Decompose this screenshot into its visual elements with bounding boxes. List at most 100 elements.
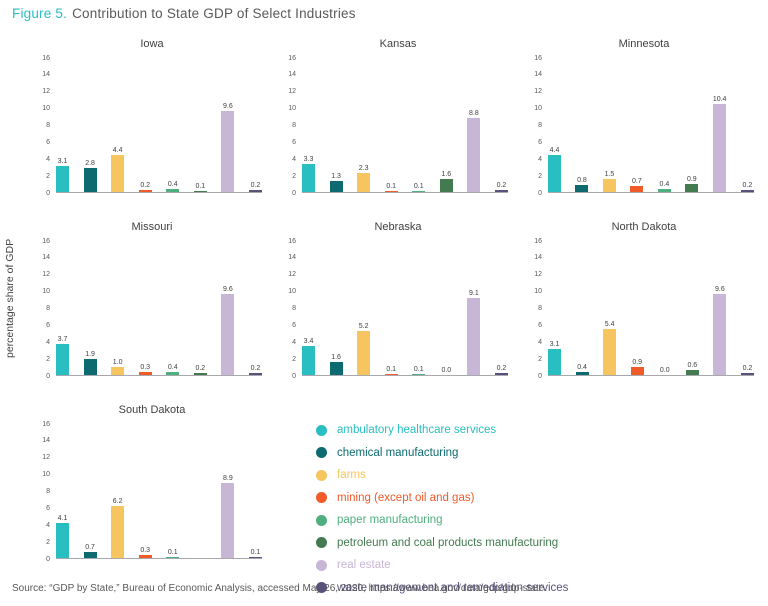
bar-kansas-real-estate <box>467 117 481 192</box>
y-tick-label: 6 <box>292 138 296 146</box>
bar-iowa-farms <box>111 154 125 192</box>
legend-color-dot <box>316 447 327 458</box>
bar-south-dakota-mining-except-oil-and-gas <box>138 555 152 558</box>
y-tick-label: 2 <box>538 355 542 363</box>
bar-missouri-farms <box>111 366 125 375</box>
bar-group-mining-except-oil-and-gas: 0.1 <box>384 241 398 375</box>
bar-value-label: 4.1 <box>57 515 68 523</box>
y-tick-label: 16 <box>42 237 50 245</box>
bar-kansas-petroleum-and-coal-products-manufacturing <box>439 178 453 192</box>
bar-group-chemical-manufacturing: 1.3 <box>329 58 343 192</box>
legend-label: real estate <box>337 559 391 571</box>
bar-group-mining-except-oil-and-gas: 0.7 <box>630 58 644 192</box>
bar-group-chemical-manufacturing: 0.8 <box>575 58 589 192</box>
bar-kansas-farms <box>357 172 371 192</box>
bar-missouri-chemical-manufacturing <box>83 358 97 375</box>
y-axis-label: percentage share of GDP <box>4 238 16 358</box>
legend-color-dot <box>316 514 327 526</box>
y-tick-label: 2 <box>46 172 50 180</box>
bar-value-label: 9.6 <box>223 286 233 293</box>
y-tick-label: 14 <box>42 71 50 79</box>
bar-value-label: 1.3 <box>331 173 341 181</box>
bar-value-label: 0.8 <box>577 177 587 185</box>
bars-nebraska: 3.4 1.6 5.2 0.1 0.1 0.0 9.1 0.2 <box>302 241 508 376</box>
y-tick-label: 16 <box>288 237 296 245</box>
legend-item-mining-except-oil-and-gas: mining (except oil and gas) <box>316 492 766 504</box>
chart-title-north-dakota: North Dakota <box>611 221 677 233</box>
legend-label: chemical manufacturing <box>337 446 459 459</box>
plot-area-minnesota: 0 2 4 6 8 10 12 14 16 4.4 0.8 1.5 0.7 0.4 0.9 10.4 0.2 <box>522 55 766 197</box>
bar-group-chemical-manufacturing: 1.6 <box>329 241 343 375</box>
bar-group-mining-except-oil-and-gas: 0.2 <box>138 58 152 192</box>
bar-group-paper-manufacturing: 0.0 <box>658 241 671 375</box>
y-tick-label: 4 <box>46 521 50 529</box>
y-tick-label: 12 <box>534 88 542 96</box>
bar-value-label: 1.6 <box>331 353 341 361</box>
bar-group-farms: 5.2 <box>357 241 371 375</box>
chart-title-kansas: Kansas <box>379 38 417 50</box>
legend-color-dot <box>316 559 327 571</box>
bar-nebraska-chemical-manufacturing <box>329 361 343 375</box>
bar-missouri-ambulatory-healthcare-services <box>56 343 69 375</box>
y-tick-label: 6 <box>538 321 542 329</box>
bar-value-label: 1.0 <box>112 358 123 366</box>
y-tick-label: 6 <box>292 321 296 329</box>
bar-value-label: 0.2 <box>496 182 507 190</box>
y-tick-label: 10 <box>42 105 50 113</box>
legend-label: paper manufacturing <box>337 514 443 526</box>
bar-group-paper-manufacturing: 0.4 <box>166 241 180 375</box>
bar-kansas-mining-except-oil-and-gas <box>384 191 398 192</box>
bar-value-label: 9.6 <box>223 103 233 110</box>
bar-iowa-waste-management-and-remediation-services <box>248 190 262 192</box>
bar-group-waste-management-and-remediation-services: 0.2 <box>740 58 754 192</box>
bar-minnesota-waste-management-and-remediation-services <box>740 190 754 192</box>
y-tick-label: 2 <box>292 172 296 180</box>
bar-value-label: 0.1 <box>413 183 424 190</box>
bar-group-paper-manufacturing: 0.4 <box>657 58 671 192</box>
bar-group-farms: 4.4 <box>111 58 125 192</box>
bar-kansas-paper-manufacturing <box>412 191 426 192</box>
bar-nebraska-mining-except-oil-and-gas <box>384 374 398 375</box>
y-tick-label: 10 <box>288 105 296 113</box>
bar-group-waste-management-and-remediation-services: 0.1 <box>248 424 262 558</box>
bar-value-label: 0.1 <box>167 549 178 556</box>
bar-value-label: 8.9 <box>223 474 233 482</box>
bar-group-ambulatory-healthcare-services: 3.4 <box>302 241 315 375</box>
bar-value-label: 4.4 <box>549 146 560 154</box>
bar-iowa-petroleum-and-coal-products-manufacturing <box>193 191 207 192</box>
bar-minnesota-petroleum-and-coal-products-manufacturing <box>685 184 699 192</box>
bar-group-petroleum-and-coal-products-manufacturing: 0.2 <box>193 241 207 375</box>
bar-group-petroleum-and-coal-products-manufacturing: 0.6 <box>685 241 699 375</box>
chart-title-minnesota: Minnesota <box>618 38 670 50</box>
chart-panel-kansas: Kansas 0 2 4 6 8 10 12 14 16 3.3 1.3 2.3 0.1 0.1 1.6 8.8… <box>276 36 520 197</box>
bar-missouri-waste-management-and-remediation-services <box>248 373 262 375</box>
bar-group-farms: 5.4 <box>603 241 617 375</box>
bar-group-petroleum-and-coal-products-manufacturing: 0.1 <box>193 58 207 192</box>
y-tick-label: 4 <box>46 155 50 163</box>
legend-item-waste-management-and-remediation-services: waste management and remediation service… <box>316 582 766 594</box>
y-tick-label: 6 <box>46 321 50 329</box>
y-tick-label: 4 <box>46 338 50 346</box>
bar-nebraska-paper-manufacturing <box>412 374 426 375</box>
y-tick-label: 4 <box>292 155 296 163</box>
bar-value-label: 0.4 <box>167 363 178 371</box>
y-tick-label: 6 <box>46 504 50 512</box>
y-tick-label: 12 <box>42 88 50 96</box>
bar-value-label: 0.1 <box>195 183 206 190</box>
bar-value-label: 0.9 <box>632 359 643 367</box>
legend-item-chemical-manufacturing: chemical manufacturing <box>316 447 766 459</box>
bar-value-label: 1.6 <box>441 170 452 178</box>
bar-group-petroleum-and-coal-products-manufacturing: 1.6 <box>439 58 453 192</box>
y-tick-label: 16 <box>42 54 50 62</box>
chart-title-iowa: Iowa <box>140 38 164 50</box>
y-tick-label: 16 <box>288 54 296 62</box>
charts-grid: Iowa 0 2 4 6 8 10 12 14 16 3.1 2.8 4.4 0.2 0.4 0.1 9.6 0.… <box>30 36 766 594</box>
bars-iowa: 3.1 2.8 4.4 0.2 0.4 0.1 9.6 0.2 <box>56 58 262 193</box>
y-tick-label: 14 <box>288 71 296 79</box>
bar-value-label: 0.0 <box>659 367 670 374</box>
bar-north-dakota-farms <box>603 329 617 375</box>
bar-value-label: 0.3 <box>140 547 151 555</box>
bar-group-farms: 2.3 <box>357 58 371 192</box>
bar-minnesota-paper-manufacturing <box>657 188 671 192</box>
chart-panel-missouri: Missouri 0 2 4 6 8 10 12 14 16 3.7 1.9 1.0 0.3 0.4 0.2 9… <box>30 219 274 380</box>
